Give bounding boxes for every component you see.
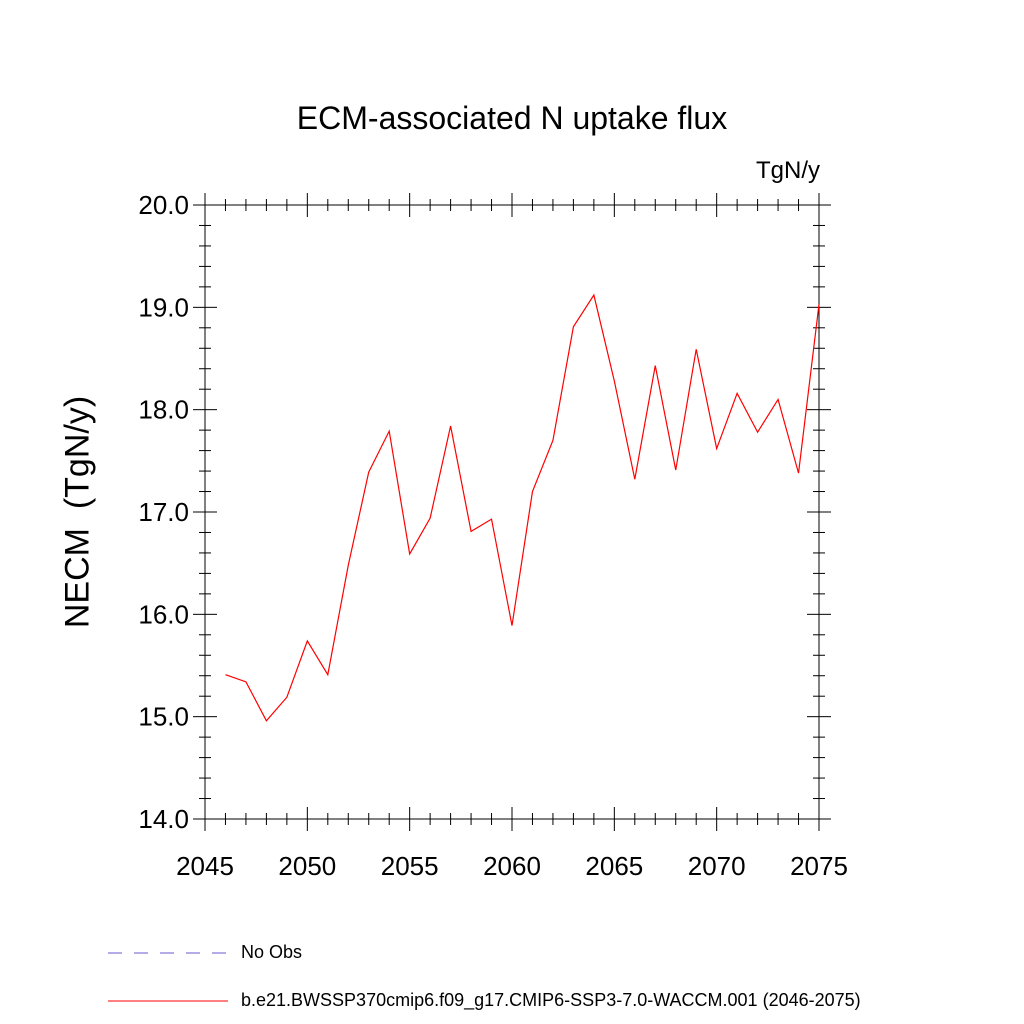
y-axis-label: NECM (TgN/y)	[58, 395, 97, 629]
x-tick-label: 2045	[176, 851, 234, 881]
series-layer	[225, 293, 820, 722]
chart-title: ECM-associated N uptake flux	[296, 100, 728, 136]
axis-ticks	[193, 193, 831, 831]
y-tick-label: 14.0	[138, 804, 189, 834]
legend-entry-model-run: b.e21.BWSSP370cmip6.f09_g17.CMIP6-SSP3-7…	[241, 990, 861, 1010]
x-tick-label: 2050	[278, 851, 336, 881]
x-tick-label: 2075	[790, 851, 848, 881]
legend-lines	[108, 952, 228, 1002]
x-tick-label: 2060	[483, 851, 541, 881]
y-tick-label: 20.0	[138, 190, 189, 220]
x-tick-label: 2065	[585, 851, 643, 881]
legend-entry-no-obs: No Obs	[241, 942, 303, 962]
axis-tick-labels: 14.0 15.0 16.0 17.0 18.0 19.0 20.0 2045 2050 2055…	[138, 190, 848, 881]
plot-frame	[204, 204, 820, 820]
y-tick-label: 17.0	[138, 497, 189, 527]
y-tick-label: 19.0	[138, 292, 189, 322]
y-tick-label: 18.0	[138, 395, 189, 425]
x-tick-label: 2055	[381, 851, 439, 881]
y-tick-label: 16.0	[138, 599, 189, 629]
series-line	[225, 293, 820, 722]
y-tick-label: 15.0	[138, 702, 189, 732]
x-tick-label: 2070	[688, 851, 746, 881]
units-label: TgN/y	[755, 157, 820, 184]
